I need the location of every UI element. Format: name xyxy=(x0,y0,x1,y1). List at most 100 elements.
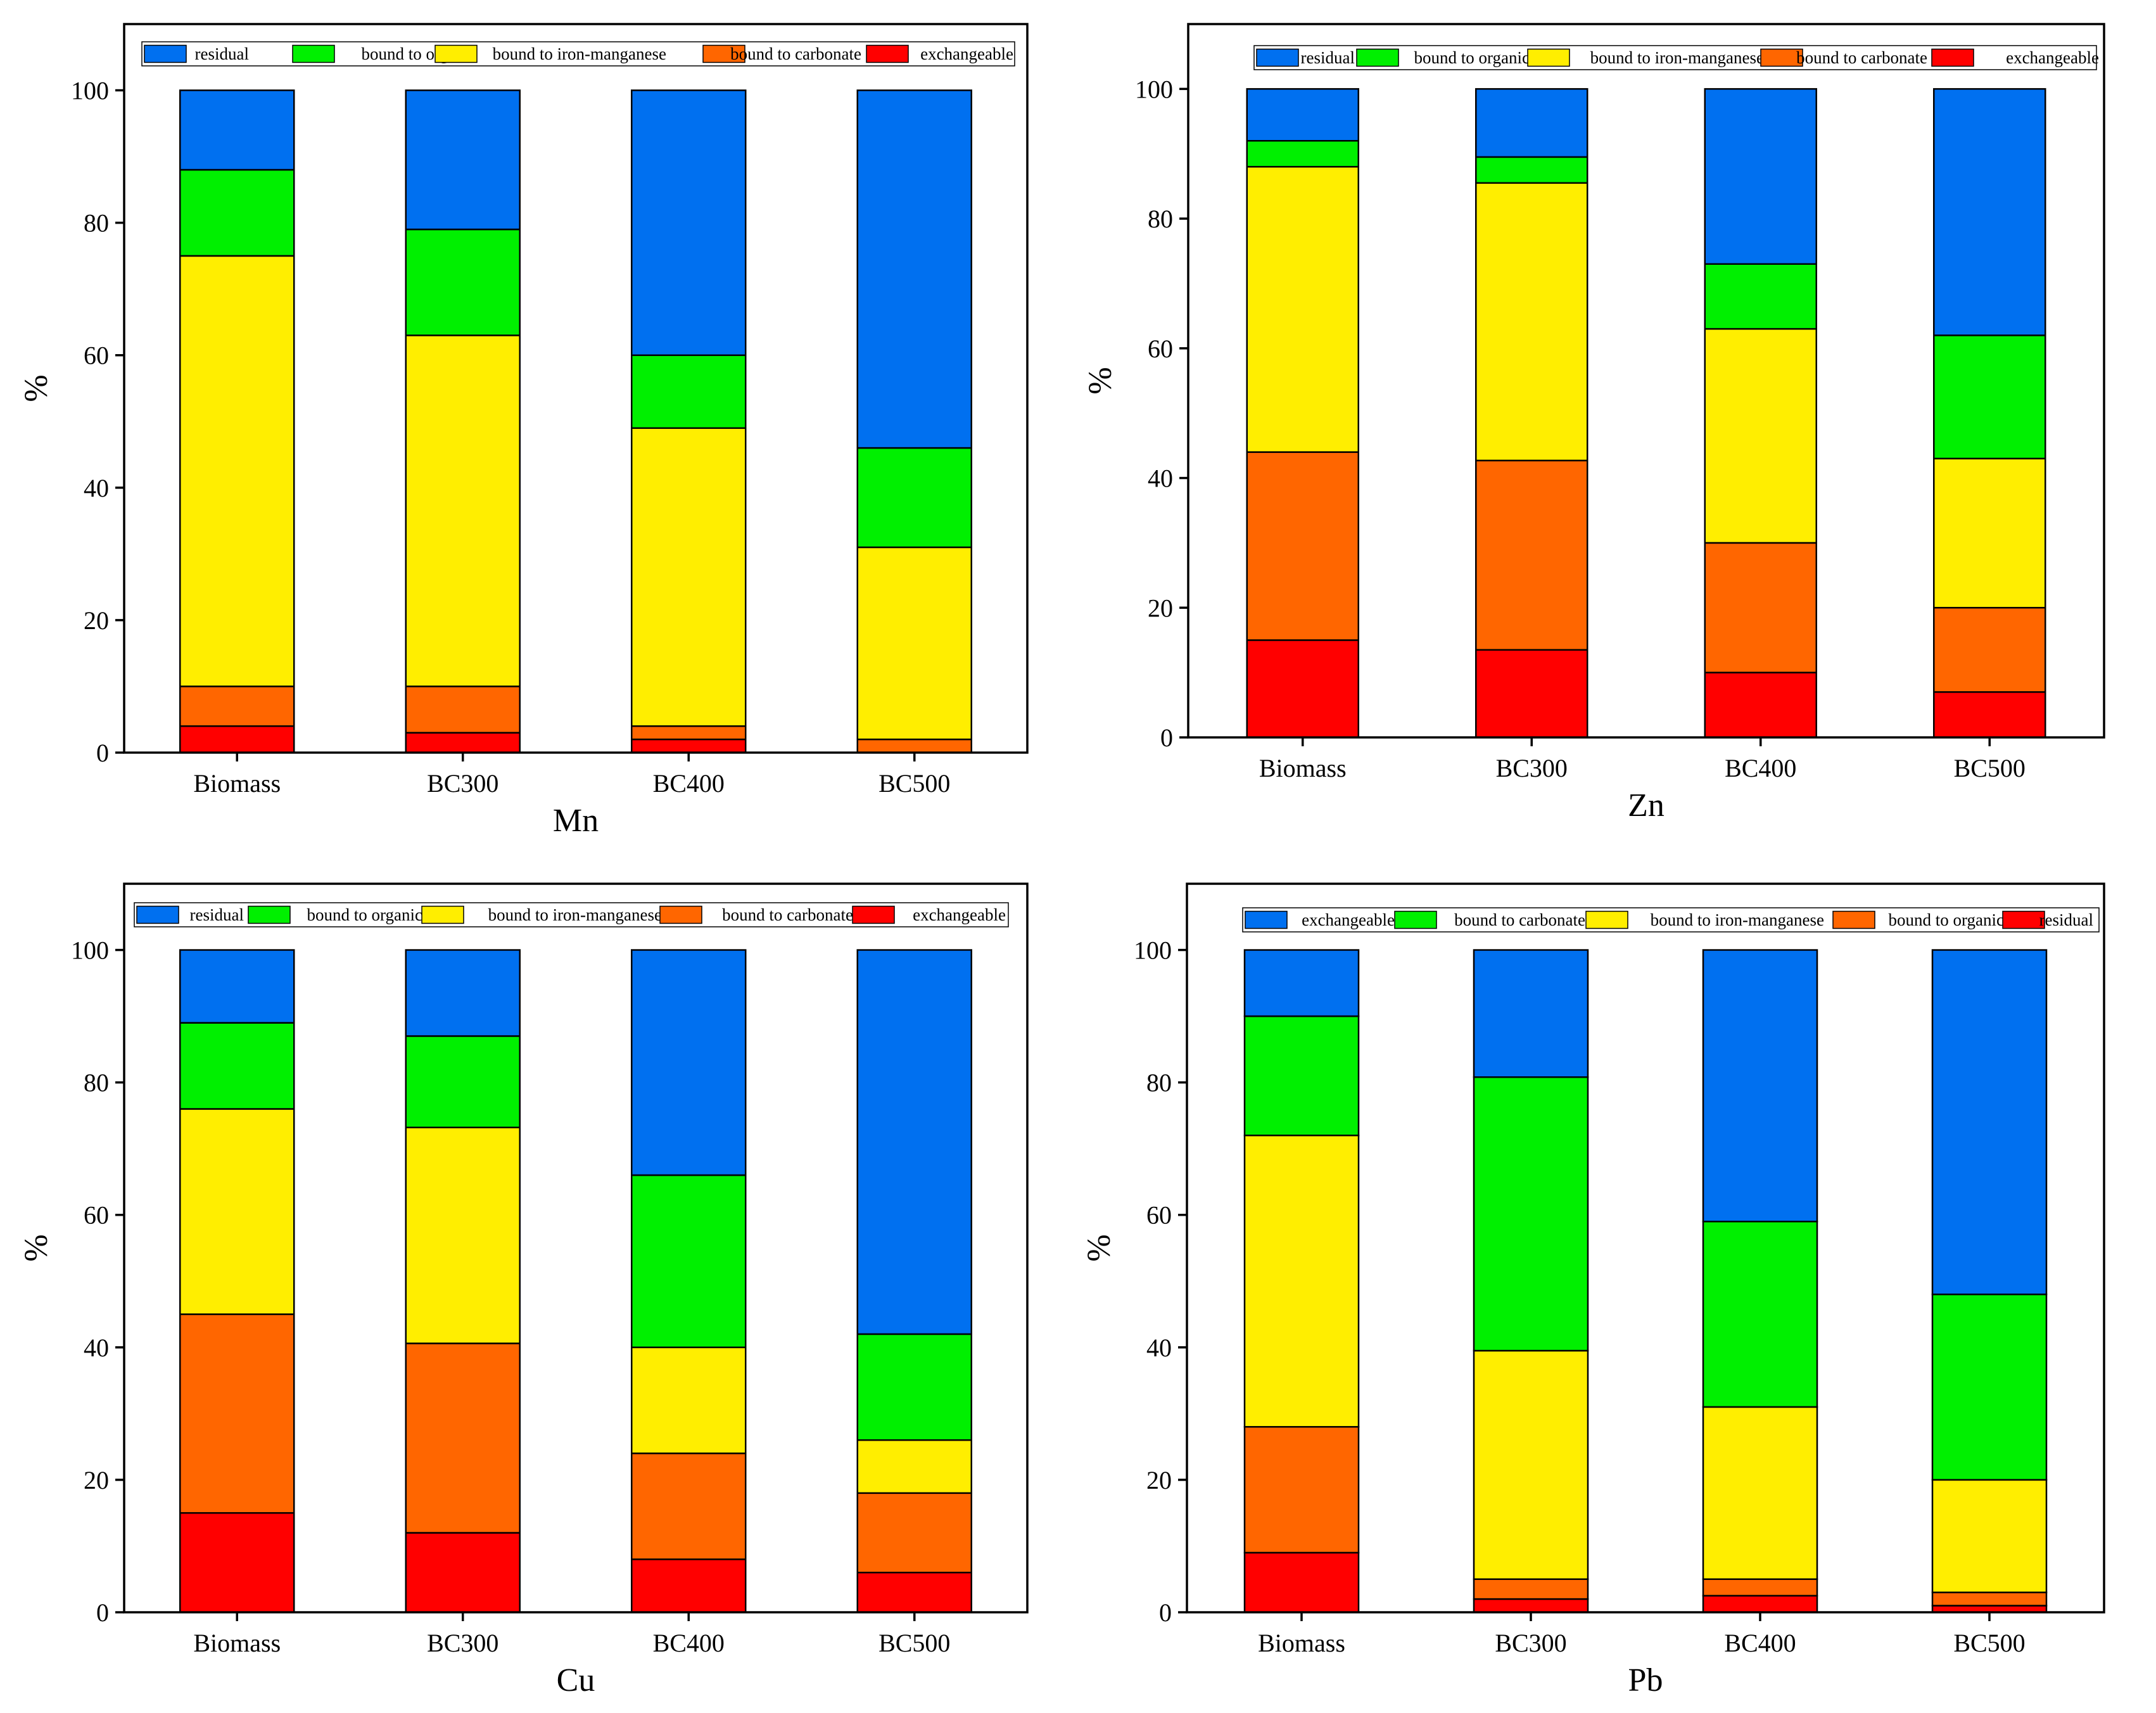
bar-biomass-bound-to-carbonate xyxy=(179,1313,295,1514)
bar-bc400-exchangeable xyxy=(1702,949,1818,1223)
y-axis: 0 20 40 60 80 100 xyxy=(1134,936,1187,1627)
legend-swatch-exchangeable xyxy=(852,905,895,924)
x-tick-label-bc400: BC400 xyxy=(1724,1629,1796,1657)
y-tick-label: 40 xyxy=(84,474,109,502)
legend-swatch-bound-to-iron-manganese xyxy=(434,44,478,63)
bar-bc300-exchangeable xyxy=(1473,949,1589,1078)
legend-swatch-residual xyxy=(136,905,179,924)
y-tick-label: 60 xyxy=(1146,1201,1172,1230)
bar-bc300-bound-to-organic xyxy=(405,228,521,336)
legend-swatch-bound-to-carbonate xyxy=(1760,48,1803,67)
x-axis-title: Pb xyxy=(1628,1662,1663,1698)
x-tick-label-bc400: BC400 xyxy=(653,769,725,798)
y-axis-title: % xyxy=(1081,1234,1117,1261)
x-axis: Biomass BC300 BC400 BC500 xyxy=(193,753,950,798)
legend-swatch-bound-to-iron-manganese xyxy=(1585,910,1628,929)
bar-bc300-exchangeable xyxy=(1475,649,1588,739)
legend-label-residual: residual xyxy=(195,44,249,63)
legend-label-bound-to-iron-manganese: bound to iron-manganese xyxy=(493,44,666,63)
bar-bc300-bound-to-iron-manganese xyxy=(405,1126,521,1344)
y-tick-label: 40 xyxy=(1148,464,1173,493)
bar-bc500-bound-to-carbonate xyxy=(856,738,972,754)
x-axis-title: Zn xyxy=(1628,787,1665,824)
bar-bc400-residual xyxy=(631,89,747,356)
bar-biomass-residual xyxy=(179,89,295,171)
bar-bc400-residual xyxy=(1704,88,1817,265)
y-tick-label: 80 xyxy=(84,209,109,238)
bar-bc500-bound-to-carbonate xyxy=(856,1492,972,1574)
legend-box xyxy=(1242,907,2100,933)
x-tick-label-biomass: Biomass xyxy=(1259,754,1347,782)
bar-biomass-residual xyxy=(1246,88,1359,142)
x-tick-label-bc300: BC300 xyxy=(427,1629,498,1657)
y-tick-label: 60 xyxy=(84,341,109,370)
y-tick-label: 40 xyxy=(84,1334,109,1362)
x-tick-label-bc300: BC300 xyxy=(427,769,498,798)
legend-label-bound-to-iron-manganese: bound to iron-manganese xyxy=(488,905,662,924)
bar-biomass-bound-to-iron-manganese xyxy=(1246,165,1359,453)
x-tick-label-bc400: BC400 xyxy=(1725,754,1796,782)
bar-bc400-bound-to-carbonate xyxy=(631,1452,747,1560)
bar-bc500-exchangeable xyxy=(856,1572,972,1614)
x-tick-label-biomass: Biomass xyxy=(193,769,281,798)
bar-bc400-residual xyxy=(631,949,747,1176)
y-tick-label: 100 xyxy=(71,77,109,105)
y-tick-label: 100 xyxy=(1134,936,1172,965)
legend-swatch-bound-to-iron-manganese xyxy=(421,905,464,924)
legend-swatch-bound-to-carbonate xyxy=(702,44,745,63)
x-tick-label-bc500: BC500 xyxy=(1954,754,2026,782)
bar-bc500-bound-to-iron-manganese xyxy=(1933,457,2046,609)
bar-biomass-bound-to-iron-manganese xyxy=(1243,1135,1360,1428)
x-tick-label-biomass: Biomass xyxy=(193,1629,281,1657)
bar-bc400-bound-to-carbonate xyxy=(1704,542,1817,673)
y-axis: 0 20 40 60 80 100 xyxy=(71,936,124,1627)
bar-bc400-bound-to-organic xyxy=(1702,1578,1818,1597)
bar-bc500-exchangeable xyxy=(1933,691,2046,739)
y-tick-label: 20 xyxy=(84,606,109,635)
y-tick-label: 80 xyxy=(1146,1069,1172,1097)
bar-biomass-bound-to-carbonate xyxy=(1243,1015,1360,1137)
y-tick-label: 80 xyxy=(84,1069,109,1097)
legend-label-residual: residual xyxy=(1301,48,1355,67)
bar-bc500-bound-to-carbonate xyxy=(1931,1293,2048,1481)
y-tick-label: 60 xyxy=(1148,334,1173,363)
plot-frame xyxy=(123,882,1029,1614)
bar-bc400-bound-to-organic xyxy=(631,1174,747,1349)
legend-label-bound-to-iron-manganese: bound to iron-manganese xyxy=(1651,910,1824,929)
bar-biomass-exchangeable xyxy=(1246,639,1359,739)
bars xyxy=(179,949,972,1614)
legend-label-bound-to-organic: bound to organic xyxy=(307,905,422,924)
bar-biomass-bound-to-organic xyxy=(1246,140,1359,168)
y-tick-label: 20 xyxy=(1148,594,1173,622)
x-tick-label-bc300: BC300 xyxy=(1496,754,1568,782)
chart-panel-zn: 0 20 40 60 80 100 Biomass BC300 BC400 BC500 Zn% res… xyxy=(1082,0,2153,849)
y-tick-label: 100 xyxy=(1135,75,1173,103)
legend-label-residual: residual xyxy=(2039,910,2093,929)
y-tick-label: 0 xyxy=(96,1598,109,1627)
bars xyxy=(1246,88,2046,739)
legend-swatch-bound-to-organic xyxy=(292,44,335,63)
legend-label-exchangeable: exchangeable xyxy=(2006,48,2099,67)
legend-label-bound-to-organic: bound to organic xyxy=(1414,48,1530,67)
bar-bc400-bound-to-carbonate xyxy=(631,725,747,741)
x-axis-title: Cu xyxy=(557,1662,595,1698)
bar-biomass-exchangeable xyxy=(179,725,295,754)
y-axis-title: % xyxy=(1082,367,1119,394)
plot-frame xyxy=(1186,882,2105,1614)
bar-bc500-bound-to-iron-manganese xyxy=(1931,1479,2048,1593)
legend-swatch-residual xyxy=(1256,48,1299,67)
legend-swatch-bound-to-organic xyxy=(1832,910,1875,929)
x-tick-label-bc500: BC500 xyxy=(878,1629,950,1657)
x-tick-label-bc300: BC300 xyxy=(1495,1629,1566,1657)
bar-bc300-bound-to-organic xyxy=(1473,1578,1589,1600)
x-axis: Biomass BC300 BC400 BC500 xyxy=(193,1612,950,1657)
bar-bc300-residual xyxy=(1473,1598,1589,1614)
legend: residual bound to organic bound to iron-ma… xyxy=(134,902,1009,927)
chart-zn: 0 20 40 60 80 100 Biomass BC300 BC400 BC500 Zn% res… xyxy=(1082,23,2105,824)
bars xyxy=(1243,949,2048,1614)
legend: residual bound to organic bound to iron-ma… xyxy=(141,41,1015,67)
bar-bc500-bound-to-organic xyxy=(1933,334,2046,460)
legend-swatch-bound-to-iron-manganese xyxy=(1527,48,1570,67)
legend-label-exchangeable: exchangeable xyxy=(913,905,1006,924)
bar-bc300-residual xyxy=(405,89,521,231)
